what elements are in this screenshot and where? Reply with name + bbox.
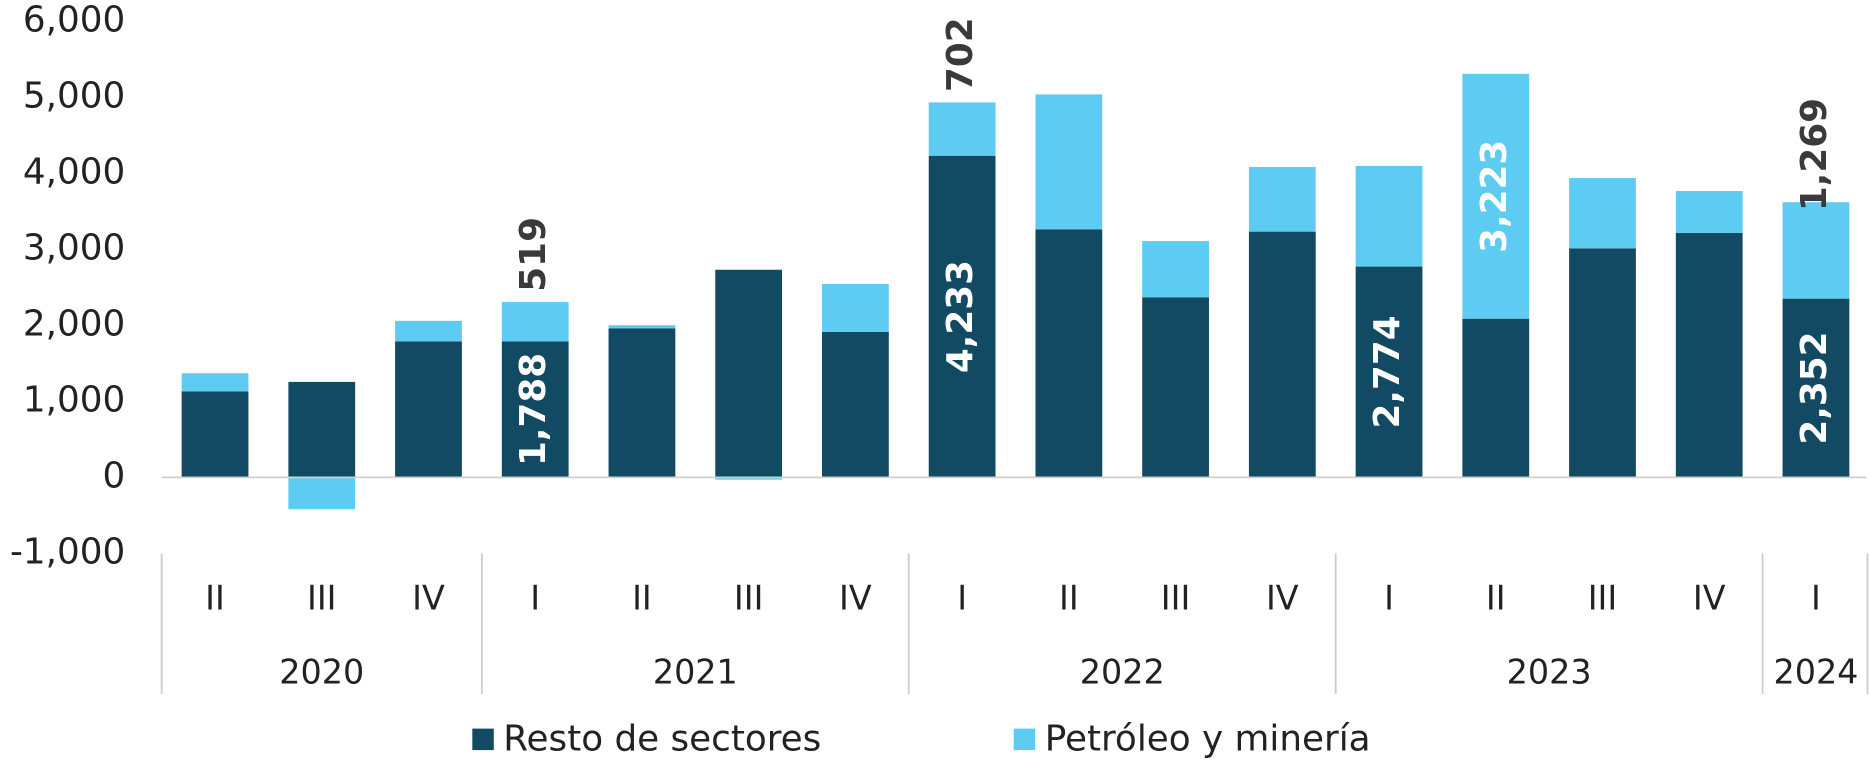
x-tick-label: II — [205, 578, 225, 617]
bar-segment — [181, 373, 249, 392]
y-tick-label: 2,000 — [23, 303, 125, 344]
value-label: 4,233 — [940, 260, 981, 373]
y-tick-label: 1,000 — [23, 379, 125, 420]
bar-segment — [1462, 73, 1530, 319]
group-label: 2020 — [279, 652, 364, 691]
bar-segment — [928, 102, 996, 156]
bar-segment — [822, 283, 889, 332]
bar-segment — [608, 328, 676, 478]
bar-segment — [928, 155, 996, 478]
bar-segment — [1569, 248, 1636, 478]
bar-segment — [1355, 266, 1423, 478]
bar-segment — [395, 320, 462, 342]
bar-segment — [1142, 297, 1209, 478]
bar-segment — [1569, 178, 1636, 249]
x-tick-label: IV — [839, 578, 872, 617]
bar-segment — [1035, 94, 1103, 230]
x-tick-label: IV — [412, 578, 445, 617]
value-label: 2,352 — [1794, 331, 1835, 444]
x-tick-label: III — [307, 578, 337, 617]
bar-segment — [715, 269, 783, 478]
bar-segment — [1035, 229, 1103, 478]
value-label: 2,774 — [1367, 315, 1408, 428]
bar-segment — [395, 341, 462, 478]
x-tick-label: I — [1384, 578, 1394, 617]
y-tick-label: 0 — [103, 455, 126, 496]
bar-segment — [501, 341, 569, 478]
bar-segment — [1248, 231, 1316, 478]
group-label: 2021 — [653, 652, 738, 691]
bar-segment — [608, 325, 676, 329]
group-label: 2023 — [1507, 652, 1592, 691]
x-tick-label: IV — [1693, 578, 1726, 617]
legend-label: Resto de sectores — [503, 719, 821, 760]
bar-segment — [288, 381, 356, 478]
x-tick-label: IV — [1266, 578, 1299, 617]
x-tick-label: II — [1059, 578, 1079, 617]
value-label: 519 — [513, 217, 554, 292]
bar-segment — [181, 391, 249, 478]
group-label: 2022 — [1080, 652, 1165, 691]
legend-swatch — [472, 728, 494, 751]
y-tick-label: 3,000 — [23, 227, 125, 268]
bar-segment — [1782, 202, 1850, 299]
y-tick-label: 4,000 — [23, 151, 125, 192]
y-tick-label: 5,000 — [23, 75, 125, 116]
bar-segment — [1462, 318, 1530, 478]
value-label: 702 — [940, 17, 981, 92]
x-tick-label: III — [1588, 578, 1618, 617]
value-label: 3,223 — [1474, 140, 1515, 253]
x-tick-label: III — [1161, 578, 1191, 617]
x-tick-label: III — [734, 578, 764, 617]
x-tick-label: I — [530, 578, 540, 617]
legend-swatch — [1013, 728, 1036, 751]
value-label: 1,269 — [1794, 98, 1835, 211]
bar-segment — [288, 477, 356, 510]
bar-segment — [1675, 232, 1743, 478]
x-tick-label: II — [632, 578, 652, 617]
bar-segment — [1248, 167, 1316, 232]
group-label: 2024 — [1773, 652, 1858, 691]
value-label: 1,788 — [513, 353, 554, 466]
bar-segment — [501, 302, 569, 342]
bar-segment — [1355, 165, 1423, 267]
bar-segment — [715, 477, 783, 480]
x-tick-label: II — [1486, 578, 1506, 617]
x-tick-label: I — [1811, 578, 1821, 617]
bar-segment — [1142, 241, 1209, 298]
bar-segment — [822, 331, 889, 478]
bar-segment — [1782, 298, 1850, 478]
bar-segment — [1675, 191, 1743, 233]
y-tick-label: -1,000 — [10, 531, 125, 572]
y-tick-label: 6,000 — [23, 0, 125, 40]
x-tick-label: I — [957, 578, 967, 617]
legend-label: Petróleo y minería — [1045, 719, 1371, 760]
